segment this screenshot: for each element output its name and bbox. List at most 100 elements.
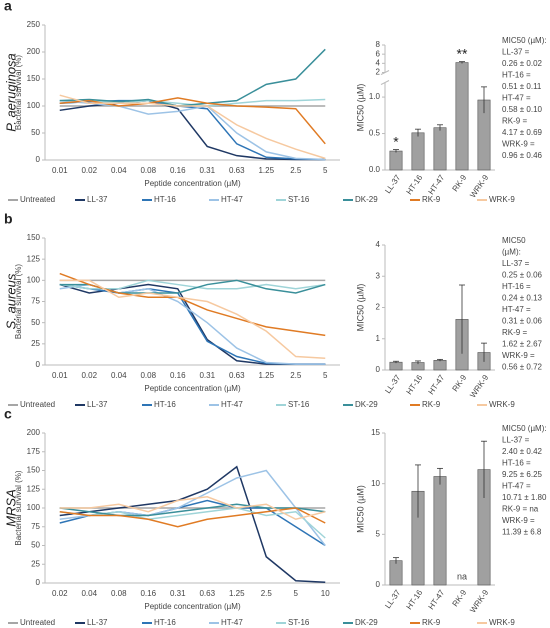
mic50-text: LL-37 = [502,259,530,268]
y-tick-label: 50 [31,541,40,550]
organism-label: MRSA [3,489,18,527]
mic50-text: 1.62 ± 2.67 [502,340,543,349]
legend-label: HT-16 [154,195,176,204]
x-tick-label: WRK-9 [468,173,490,200]
x-tick-label: 2.5 [261,589,273,598]
x-tick-label: 0.04 [111,371,127,380]
mic50-text: 0.96 ± 0.46 [502,151,543,160]
y-tick-label: 100 [27,101,41,110]
x-tick-label: 0.08 [140,371,156,380]
series-line [59,48,326,107]
panel-letter: b [4,211,13,227]
mic50-text: 9.25 ± 6.25 [502,470,543,479]
x-tick-label: HT-47 [426,588,446,611]
y-tick-label: 175 [27,447,41,456]
y-tick-label: 0 [36,155,41,164]
mic50-text: WRK-9 = [502,351,535,360]
mic50-text: (µM): [502,248,521,257]
legend-label: ST-16 [288,400,310,409]
y-tick-label: 6 [376,49,381,58]
x-tick-label: HT-47 [426,173,446,196]
y-tick-label: 50 [31,318,40,327]
y-tick-label: 0 [36,578,41,587]
y-tick-label: 0 [376,365,381,374]
y-tick-label: 15 [371,428,380,437]
y-tick-label: 10 [371,479,380,488]
x-tick-label: 0.08 [140,166,156,175]
legend-label: HT-16 [154,400,176,409]
mic50-text: 0.31 ± 0.06 [502,317,543,326]
y-tick-label: 100 [27,503,41,512]
legend-label: WRK-9 [489,618,515,627]
mic50-text: MIC50 [502,236,526,245]
y-tick-label: 0 [376,580,381,589]
y-tick-label: 3 [376,271,381,280]
y-tick-label: 125 [27,484,41,493]
mic50-text: 4.17 ± 0.69 [502,128,543,137]
legend-label: WRK-9 [489,400,515,409]
mic50-text: 2.40 ± 0.42 [502,447,543,456]
y-tick-label: 75 [31,297,40,306]
x-tick-label: 0.31 [199,371,215,380]
legend-label: DK-29 [355,618,378,627]
bar [433,476,447,586]
legend-label: HT-47 [221,618,243,627]
legend-label: DK-29 [355,195,378,204]
legend-label: ST-16 [288,195,310,204]
x-tick-label: LL-37 [383,588,402,610]
y-tick-label: 150 [27,74,41,83]
y-tick-label: 4 [376,240,381,249]
series-line [59,272,326,337]
y-axis-label: Bacterial survival (%) [14,264,23,339]
bar [411,132,425,171]
y-tick-label: 25 [31,559,40,568]
series-line [59,283,326,365]
y-tick-label: 25 [31,339,40,348]
x-tick-label: HT-16 [404,588,424,611]
y-axis-label: MIC50 (µM) [355,485,365,533]
x-tick-label: RK-9 [451,373,469,394]
bar [389,150,403,171]
x-tick-label: 0.16 [140,589,156,598]
mic50-text: RK-9 = [502,328,527,337]
y-tick-label: 1 [376,334,381,343]
x-tick-label: 5 [294,589,299,598]
legend-label: Untreated [20,618,55,627]
annotation: na [457,571,467,581]
x-tick-label: HT-47 [426,373,446,396]
mic50-text: LL-37 = [502,436,530,445]
y-tick-label: 0.0 [369,165,381,174]
x-tick-label: 0.16 [170,371,186,380]
x-tick-label: 1.25 [258,166,274,175]
series-line [59,503,326,517]
bar [433,127,447,171]
x-tick-label: RK-9 [451,588,469,609]
mic50-text: 0.26 ± 0.02 [502,59,543,68]
x-tick-label: 0.02 [52,589,68,598]
x-tick-label: 2.5 [290,166,302,175]
x-tick-label: LL-37 [383,373,402,395]
x-tick-label: WRK-9 [468,588,490,615]
x-tick-label: 0.63 [199,589,215,598]
y-axis-label: MIC50 (µM) [355,84,365,132]
y-tick-label: 200 [27,47,41,56]
y-tick-label: 75 [31,522,40,531]
bar [455,62,469,171]
x-tick-label: 0.04 [111,166,127,175]
organism-label: S. aureus [3,273,18,329]
legend-label: HT-16 [154,618,176,627]
y-axis-label: MIC50 (µM) [355,284,365,332]
x-tick-label: 2.5 [290,371,302,380]
mic50-text: LL-37 = [502,48,530,57]
mic50-text: RK-9 = na [502,505,539,514]
mic50-text: 0.58 ± 0.10 [502,105,543,114]
y-tick-label: 0.5 [369,129,381,138]
mic50-text: MIC50 (µM): [502,36,547,45]
y-tick-label: 8 [376,40,381,49]
mic50-text: HT-47 = [502,482,531,491]
mic50-text: MIC50 (µM): [502,424,547,433]
axis-break [380,80,390,85]
x-tick-label: 0.02 [81,371,97,380]
x-tick-label: 0.01 [52,371,68,380]
